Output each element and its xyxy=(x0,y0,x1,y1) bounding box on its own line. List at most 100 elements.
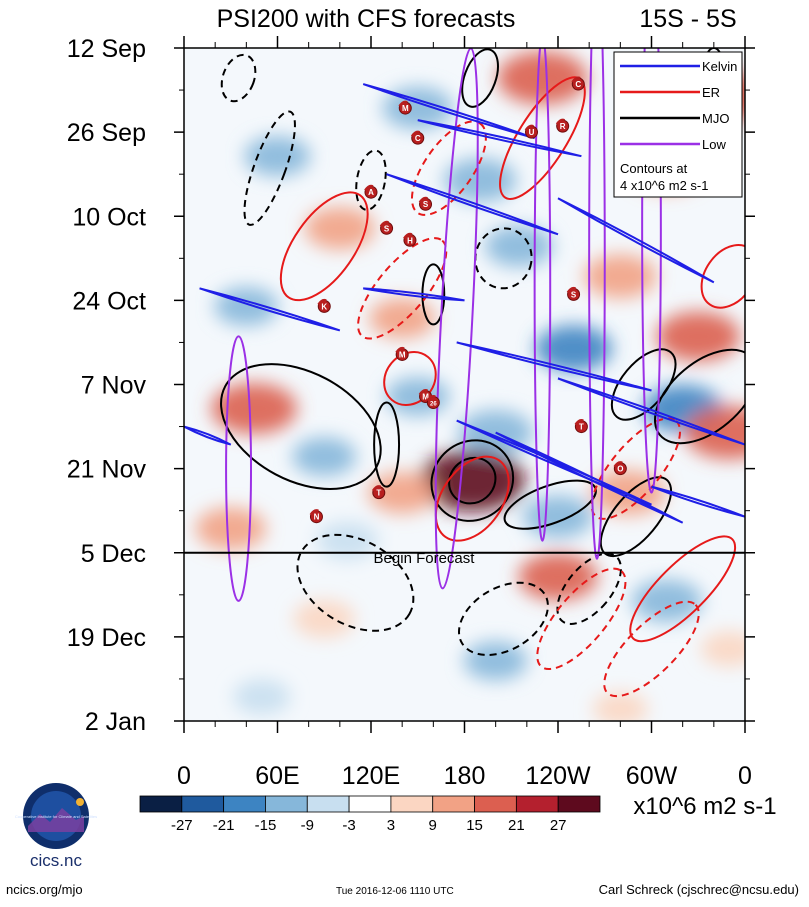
anomaly-blob xyxy=(304,207,376,250)
anomaly-blob xyxy=(497,51,588,105)
colorbar-bin xyxy=(306,795,350,813)
contour-er xyxy=(700,244,745,309)
storm-label: M xyxy=(422,393,429,402)
colorbar-bin xyxy=(474,795,517,813)
contour-kelvin xyxy=(362,83,535,140)
y-tick-label: 7 Nov xyxy=(81,372,147,400)
contour-mjo xyxy=(458,581,549,656)
storm-marker: U xyxy=(524,124,539,139)
colorbar-bin xyxy=(348,795,392,813)
contour-low xyxy=(641,48,662,494)
storm-swirl xyxy=(524,124,534,131)
anomaly-blob xyxy=(484,225,554,267)
storm-marker: 26 xyxy=(426,395,440,410)
storm-swirl xyxy=(410,130,421,137)
storm-marker: T xyxy=(371,485,386,500)
contour-mjo xyxy=(430,439,515,522)
storm-label: O xyxy=(617,465,623,474)
y-tick-label: 21 Nov xyxy=(67,456,147,484)
storm-label: U xyxy=(529,128,535,137)
storm-marker: M xyxy=(398,100,412,115)
x-tick-label: 0 xyxy=(738,762,752,790)
anomaly-blob xyxy=(214,286,279,326)
colorbar-bin xyxy=(265,795,308,813)
storm-swirl xyxy=(426,395,436,402)
colorbar-bin xyxy=(139,795,183,813)
storm-marker: H xyxy=(403,232,417,247)
anomaly-blob xyxy=(292,437,357,477)
storm-marker: S xyxy=(379,220,394,235)
storm-swirl xyxy=(395,346,405,354)
legend-note: Contours at xyxy=(620,161,688,176)
storm-label: T xyxy=(376,489,381,498)
anomaly-blob xyxy=(211,383,298,434)
colorbar-label: 3 xyxy=(387,817,395,834)
legend-note: 4 x10^6 m2 s-1 xyxy=(620,178,708,193)
contour-mjo xyxy=(556,552,622,625)
storm-swirl xyxy=(418,196,428,203)
anomaly-blob xyxy=(700,631,745,667)
storm-swirl xyxy=(574,419,584,426)
anomaly-blob xyxy=(518,553,598,601)
storm-label: A xyxy=(368,188,374,197)
logo-ring-text: Cooperative Institute for Climate and Sa… xyxy=(15,814,97,819)
contour-er xyxy=(357,237,448,340)
y-tick-label: 5 Dec xyxy=(81,540,146,568)
contour-mjo xyxy=(355,149,387,211)
storm-label: M xyxy=(399,350,406,359)
colorbar-label: 15 xyxy=(466,817,483,834)
anomaly-blob xyxy=(419,449,526,512)
contour-mjo xyxy=(243,110,296,226)
contour-kelvin xyxy=(184,425,232,446)
colorbar-bin xyxy=(181,795,225,813)
y-tick-label: 2 Jan xyxy=(85,708,146,736)
chart-region: 15S - 5S xyxy=(639,5,736,33)
contour-kelvin xyxy=(651,485,745,518)
anomaly-blob xyxy=(316,521,379,560)
contour-kelvin xyxy=(557,377,745,446)
kelvin-contours xyxy=(184,83,745,524)
colorbar-bin xyxy=(390,795,434,813)
anomaly-blob xyxy=(244,136,311,177)
anomaly-blob xyxy=(233,679,291,715)
colorbar-label: -9 xyxy=(301,817,314,834)
storm-marker: N xyxy=(309,509,323,524)
storm-label: C xyxy=(415,134,421,143)
legend: Kelvin ER MJO Low Contours at 4 x10^6 m2 s-1 xyxy=(613,51,743,198)
anomaly-blob xyxy=(535,325,613,372)
storm-label: C xyxy=(575,80,581,89)
contour-mjo xyxy=(448,456,497,505)
storm-marker: A xyxy=(364,184,378,199)
contour-kelvin xyxy=(417,119,582,158)
colorbar-bin xyxy=(223,795,266,813)
colorbar-label: -3 xyxy=(342,817,355,834)
contour-er xyxy=(629,535,737,643)
contour-low xyxy=(533,48,552,542)
colorbar-label: 21 xyxy=(508,817,525,834)
y-tick-label: 19 Dec xyxy=(67,624,146,652)
storm-marker: R xyxy=(555,118,570,133)
anomaly-blob xyxy=(293,600,356,638)
colorbar-units: x10^6 m2 s-1 xyxy=(633,793,776,820)
storm-marker: S xyxy=(418,196,433,211)
legend-label: Low xyxy=(702,137,726,152)
contour-kelvin xyxy=(495,431,684,524)
contour-kelvin xyxy=(363,287,465,302)
colorbar-bin xyxy=(432,795,475,813)
storm-label: K xyxy=(321,302,327,311)
colorbar-label: -21 xyxy=(213,817,235,834)
storm-marker: S xyxy=(566,286,581,301)
x-tick-label: 60E xyxy=(255,762,299,790)
contour-er xyxy=(536,567,627,671)
contour-kelvin xyxy=(557,197,715,284)
contour-low xyxy=(225,335,253,602)
storm-label: H xyxy=(407,236,413,245)
colorbar-label: 27 xyxy=(550,817,567,834)
storm-marker: C xyxy=(571,76,585,91)
footer-url: ncics.org/mjo xyxy=(6,882,83,897)
contour-kelvin xyxy=(199,287,341,332)
storm-label: T xyxy=(579,423,584,432)
y-tick-label: 24 Oct xyxy=(72,287,146,315)
